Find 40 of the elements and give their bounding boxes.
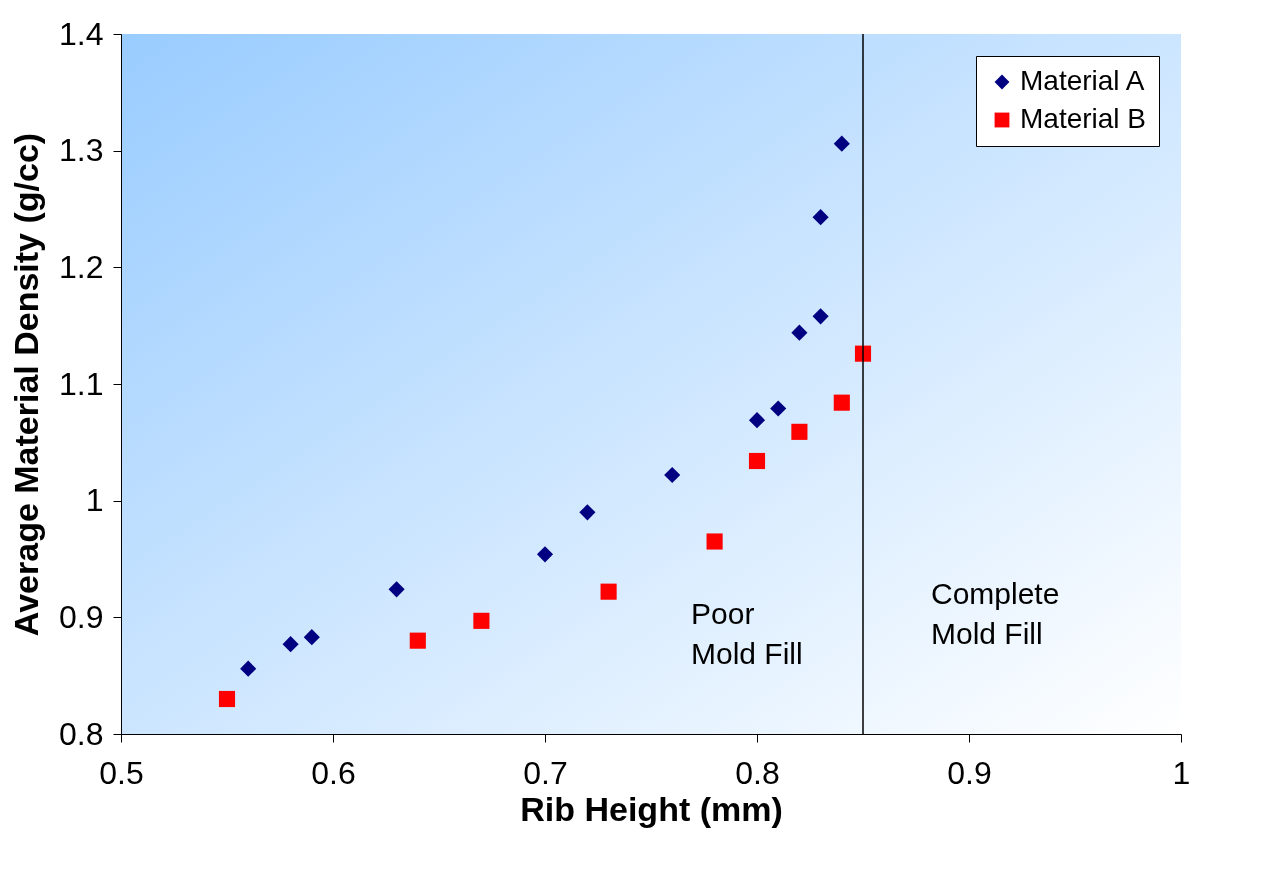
y-tick-label: 0.8 xyxy=(59,715,104,752)
x-tick-label: 1 xyxy=(1172,754,1191,791)
x-tick-label: 0.8 xyxy=(735,754,780,791)
point xyxy=(664,466,681,484)
point xyxy=(579,504,596,521)
y-tick-label: 0.9 xyxy=(59,598,104,635)
point xyxy=(282,636,299,653)
point xyxy=(812,209,829,226)
y-axis-title: Average Material Density (g/cc) xyxy=(7,132,46,637)
y-tick-label: 1 xyxy=(85,482,104,519)
point xyxy=(706,533,723,550)
point xyxy=(748,412,766,429)
point xyxy=(303,629,320,646)
annotation: Complete Mold Fill xyxy=(931,577,1060,650)
legend-label: Material A xyxy=(1020,65,1145,96)
x-tick-label: 0.6 xyxy=(311,754,356,791)
y-tick-label: 1.2 xyxy=(59,248,104,285)
y-tick-label: 1.4 xyxy=(59,15,104,52)
point xyxy=(536,546,554,563)
point xyxy=(409,632,426,649)
x-tick-label: 0.7 xyxy=(523,754,568,791)
point xyxy=(388,581,405,598)
point xyxy=(791,423,808,440)
point xyxy=(748,452,766,470)
y-tick-label: 1.3 xyxy=(59,132,104,169)
legend-label: Material B xyxy=(1020,103,1147,134)
point xyxy=(833,135,850,152)
point xyxy=(473,612,490,629)
point xyxy=(600,583,617,600)
point xyxy=(833,394,850,411)
y-tick-label: 1.1 xyxy=(59,365,104,402)
x-tick-label: 0.5 xyxy=(99,754,144,791)
annotation: Poor Mold Fill xyxy=(691,597,803,670)
point xyxy=(812,308,829,325)
x-axis-title: Rib Height (mm) xyxy=(520,789,783,828)
point xyxy=(791,324,808,341)
x-tick-label: 0.9 xyxy=(947,754,992,791)
point xyxy=(770,400,787,417)
point xyxy=(240,660,257,677)
point xyxy=(218,690,236,708)
